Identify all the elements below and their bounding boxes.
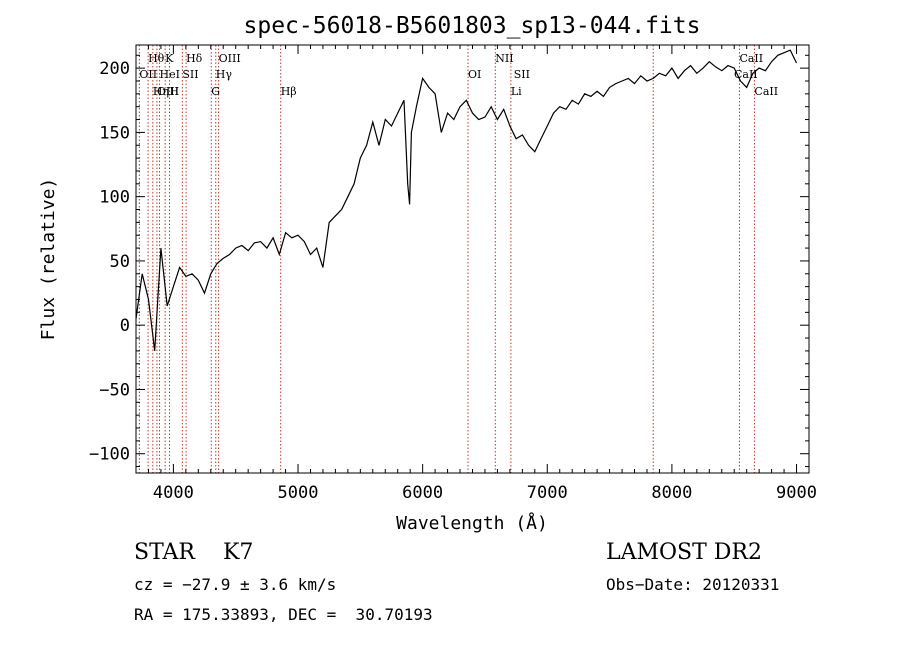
- x-axis-label: Wavelength (Å): [396, 512, 548, 534]
- y-tick-label: 0: [120, 316, 130, 336]
- plot-frame: [135, 44, 810, 474]
- spectral-line-label: Hδ: [186, 52, 203, 65]
- spectral-line-label: Li: [511, 85, 522, 98]
- y-axis: −100 −50 0 50 100 150 200: [89, 54, 809, 468]
- class-label: STAR K7: [134, 540, 254, 565]
- x-axis: 4000 5000 6000 7000 8000 9000: [135, 45, 817, 503]
- spectral-line-label: OI: [468, 68, 481, 81]
- spectral-line-label: CaII: [754, 85, 778, 98]
- x-tick-label: 6000: [402, 483, 443, 503]
- spectral-line-label: OIII: [219, 52, 241, 65]
- x-tick-label: 5000: [278, 483, 319, 503]
- spectral-line-label: CaII: [734, 68, 758, 81]
- spectral-line-label: G: [211, 85, 220, 98]
- chart-title: spec-56018-B5601803_sp13-044.fits: [244, 13, 701, 39]
- spectral-line-label: NII: [495, 52, 513, 65]
- spectral-line-label: Hγ: [216, 68, 233, 81]
- y-tick-label: −100: [89, 445, 130, 465]
- x-tick-label: 9000: [776, 483, 817, 503]
- spectral-line-label: Hβ: [281, 85, 297, 98]
- spectral-line-label: CaII: [739, 52, 763, 65]
- x-tick-label: 8000: [651, 483, 692, 503]
- spectral-line-label: SII: [514, 68, 530, 81]
- spectral-line-label: Hη: [153, 85, 169, 98]
- obs-date-label: Obs−Date: 20120331: [606, 575, 780, 594]
- y-axis-label: Flux (relative): [38, 178, 59, 341]
- y-tick-label: 150: [99, 123, 130, 143]
- cz-label: cz = −27.9 ± 3.6 km/s: [134, 575, 337, 594]
- y-tick-label: −50: [99, 380, 130, 400]
- spectrum-line: [135, 49, 798, 351]
- x-tick-label: 4000: [153, 483, 194, 503]
- radec-label: RA = 175.33893, DEC = 30.70193: [134, 605, 433, 624]
- survey-label: LAMOST DR2: [606, 540, 762, 565]
- y-tick-label: 200: [99, 59, 130, 79]
- spectral-line-label: H: [170, 85, 180, 98]
- y-tick-label: 50: [110, 252, 130, 272]
- spectral-line-label: OII: [139, 68, 157, 81]
- x-tick-label: 7000: [527, 483, 568, 503]
- spectral-line-label: SII: [182, 68, 198, 81]
- spectral-line-label: OIII: [157, 85, 179, 98]
- spectral-line-label: K: [165, 52, 174, 65]
- y-tick-label: 100: [99, 188, 130, 208]
- spectral-line-label: Hθ: [148, 52, 165, 65]
- spectral-line-label: HeI: [160, 68, 180, 81]
